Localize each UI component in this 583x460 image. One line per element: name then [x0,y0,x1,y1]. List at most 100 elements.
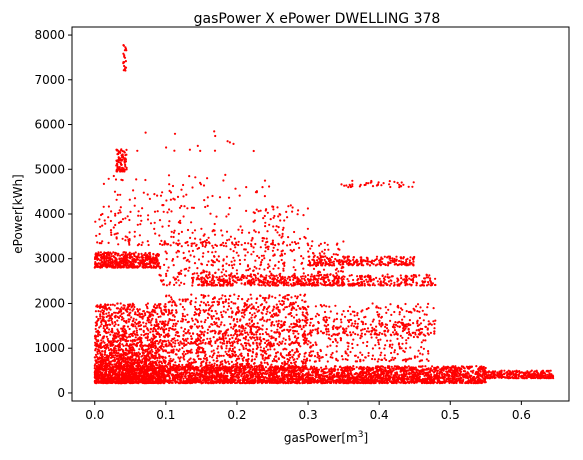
data-point [548,373,551,376]
data-point [309,367,312,370]
data-point [541,374,545,377]
data-point [136,334,139,337]
data-point [386,378,389,381]
data-point [476,375,479,379]
data-point [332,368,335,371]
data-point [456,379,459,383]
data-point [96,352,99,355]
data-point [138,348,141,351]
data-point [181,375,184,378]
data-point [275,372,278,375]
data-point [159,315,162,318]
data-point [344,366,347,369]
data-point [146,336,149,339]
data-point [481,381,484,384]
data-point [108,306,111,309]
data-point [242,381,245,384]
data-point [455,373,458,376]
data-point [281,372,285,375]
data-point [155,318,158,321]
data-point [215,377,218,380]
data-point [422,381,425,384]
data-point [146,374,149,377]
data-point [111,341,114,344]
data-point [400,373,403,376]
data-point [390,365,393,368]
data-point [135,318,138,321]
data-point [113,321,117,324]
data-point [182,381,185,385]
data-point [322,371,325,374]
data-point [500,376,503,379]
data-point [377,377,380,380]
data-point [118,359,121,362]
data-point [466,380,469,383]
data-point [384,370,387,373]
data-point [171,381,174,384]
data-point [282,382,285,385]
data-point [517,373,521,376]
data-point [396,377,399,380]
data-point [236,373,239,376]
data-point [444,366,447,369]
data-point [131,305,134,308]
data-point [388,365,391,368]
data-point [151,330,154,333]
data-point [265,373,268,376]
data-point [254,371,257,374]
data-point [122,304,125,307]
data-point [140,333,143,336]
data-point [247,378,250,381]
data-point [146,302,149,305]
data-point [458,369,461,372]
data-point [450,366,453,369]
data-point [108,349,111,352]
data-point [436,375,439,378]
data-point [394,381,397,384]
data-point [238,381,242,384]
data-point [134,313,137,316]
data-point [411,380,414,383]
data-point [299,377,302,380]
data-point [311,374,314,377]
data-point [463,370,467,373]
data-point [361,372,364,375]
data-point [369,376,373,379]
data-point [413,381,416,384]
data-point [243,377,246,380]
data-point [355,366,358,369]
data-point [146,378,149,381]
data-point [204,379,207,383]
data-point [120,373,123,376]
data-point [163,308,166,311]
data-point [267,373,271,377]
data-point [512,373,515,377]
data-point [342,382,345,385]
data-point [148,338,152,342]
data-point [440,367,443,371]
data-point [117,335,120,338]
data-point [471,371,474,374]
data-point [100,371,103,374]
data-point [102,382,105,385]
data-point [168,380,171,383]
data-point [466,376,469,379]
data-point [446,374,449,377]
data-point [418,376,421,379]
data-point [420,365,423,368]
data-point [154,328,157,331]
data-point [357,375,360,378]
data-point [368,375,371,378]
data-point [433,374,436,377]
data-point [163,305,167,309]
data-point [333,373,336,376]
data-point [503,369,506,372]
data-point [159,303,162,306]
data-point [408,372,411,375]
data-point [211,380,214,383]
data-point [218,375,222,378]
data-point [94,327,97,331]
data-point [207,378,210,381]
data-point [305,376,308,379]
data-point [136,310,140,313]
